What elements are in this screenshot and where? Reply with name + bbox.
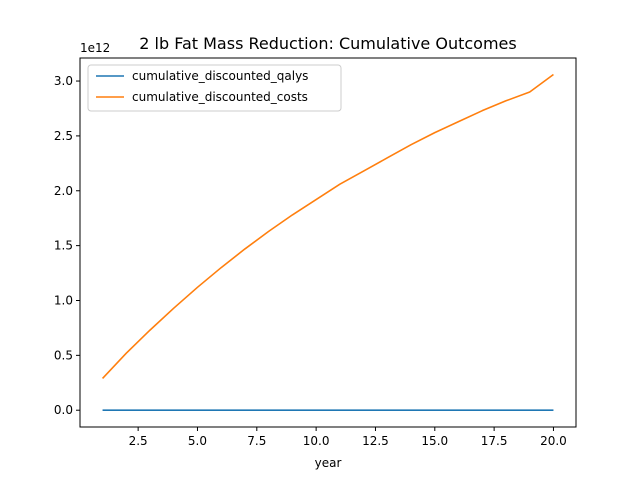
y-tick-label: 1.5 bbox=[54, 239, 73, 253]
legend: cumulative_discounted_qalys cumulative_di… bbox=[87, 64, 342, 112]
legend-label: cumulative_discounted_qalys bbox=[132, 69, 308, 83]
plot-frame bbox=[79, 57, 577, 428]
x-tick-label: 10.0 bbox=[303, 434, 330, 448]
y-tick-label: 0.0 bbox=[54, 403, 73, 417]
x-tick-label: 12.5 bbox=[362, 434, 389, 448]
x-tick-label: 20.0 bbox=[540, 434, 567, 448]
y-tick-label: 2.0 bbox=[54, 184, 73, 198]
x-tick-label: 15.0 bbox=[421, 434, 448, 448]
x-axis-label: year bbox=[315, 456, 342, 470]
legend-label: cumulative_discounted_costs bbox=[132, 90, 308, 104]
y-tick-label: 0.5 bbox=[54, 348, 73, 362]
plot-lines bbox=[101, 73, 554, 412]
x-tick-label: 2.5 bbox=[129, 434, 148, 448]
chart-title: 2 lb Fat Mass Reduction: Cumulative Outc… bbox=[139, 34, 516, 53]
y-offset-label: 1e12 bbox=[80, 41, 110, 55]
y-tick-label: 2.5 bbox=[54, 129, 73, 143]
legend-box bbox=[87, 64, 342, 112]
x-tick-label: 17.5 bbox=[481, 434, 508, 448]
x-tick-label: 5.0 bbox=[188, 434, 207, 448]
x-axis-ticks: 2.5 5.0 7.5 10.0 12.5 15.0 17.5 20.0 bbox=[129, 427, 567, 448]
x-tick-label: 7.5 bbox=[247, 434, 266, 448]
y-axis-ticks: 0.0 0.5 1.0 1.5 2.0 2.5 3.0 bbox=[54, 74, 80, 417]
y-tick-label: 3.0 bbox=[54, 74, 73, 88]
y-tick-label: 1.0 bbox=[54, 293, 73, 307]
series-line-cumulative-discounted-costs bbox=[101, 73, 554, 379]
